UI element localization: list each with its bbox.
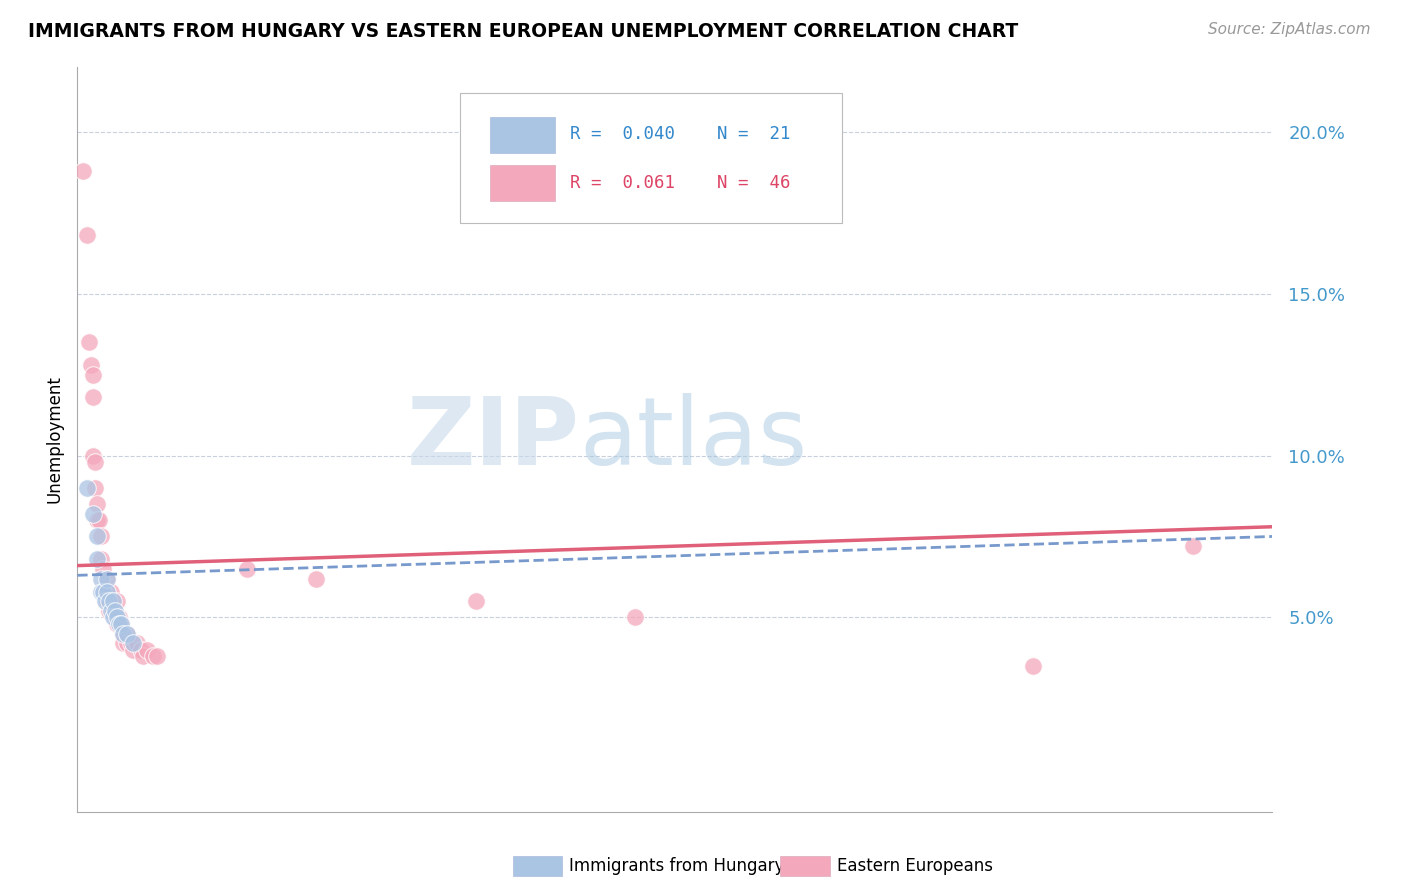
Point (103, 594, 124, 608)
Point (82, 449, 104, 463)
Point (98, 594, 121, 608)
Y-axis label: Unemployment: Unemployment (45, 376, 63, 503)
Point (76, 228, 98, 243)
Point (86, 552, 108, 566)
Point (94, 594, 117, 608)
Point (96, 572, 118, 586)
Point (96, 572, 118, 586)
Point (129, 642, 152, 657)
Point (90, 552, 112, 566)
Point (86, 529, 108, 543)
Point (110, 616, 132, 631)
Point (146, 649, 169, 664)
Point (112, 626, 135, 640)
FancyBboxPatch shape (489, 165, 555, 201)
Point (94, 584, 117, 599)
Point (89, 513, 111, 527)
Point (127, 636, 149, 650)
Point (136, 642, 159, 657)
Point (132, 649, 155, 664)
Point (1022, 659, 1045, 673)
Point (82, 368, 104, 382)
Point (104, 604, 127, 618)
Point (91, 584, 114, 599)
Point (122, 642, 145, 657)
Point (96, 594, 118, 608)
Point (122, 636, 145, 650)
Point (305, 572, 328, 586)
Point (120, 636, 142, 650)
Point (112, 626, 135, 640)
Point (103, 604, 124, 618)
Text: R =  0.061    N =  46: R = 0.061 N = 46 (569, 174, 790, 192)
Point (82, 390, 104, 404)
Point (464, 594, 486, 608)
Point (105, 594, 128, 608)
Point (108, 610, 131, 624)
Point (104, 610, 127, 624)
Point (110, 616, 132, 631)
Point (624, 610, 647, 624)
Text: Source: ZipAtlas.com: Source: ZipAtlas.com (1208, 22, 1371, 37)
Point (79, 335, 101, 350)
Point (1181, 539, 1204, 553)
Point (98, 604, 121, 618)
Point (72, 163, 94, 178)
Point (142, 649, 165, 664)
Text: ZIP: ZIP (406, 393, 579, 485)
Point (115, 626, 138, 640)
Point (103, 594, 124, 608)
Point (84, 455, 107, 469)
Point (86, 513, 108, 527)
Point (103, 610, 124, 624)
Text: Eastern Europeans: Eastern Europeans (837, 857, 993, 875)
Point (105, 610, 128, 624)
Text: R =  0.040    N =  21: R = 0.040 N = 21 (569, 125, 790, 143)
FancyBboxPatch shape (489, 117, 555, 153)
Point (82, 507, 104, 521)
Point (80, 358, 103, 372)
Point (100, 604, 122, 618)
Point (108, 616, 131, 631)
FancyBboxPatch shape (460, 93, 842, 223)
Point (105, 616, 128, 631)
Point (90, 572, 112, 586)
Text: atlas: atlas (579, 393, 807, 485)
Point (96, 584, 118, 599)
Point (84, 481, 107, 495)
Point (91, 562, 114, 576)
Point (100, 584, 122, 599)
Text: Immigrants from Hungary: Immigrants from Hungary (569, 857, 785, 875)
Point (76, 481, 98, 495)
Point (115, 626, 138, 640)
Point (115, 636, 138, 650)
Point (112, 636, 135, 650)
Point (90, 584, 112, 599)
Point (91, 584, 114, 599)
Point (86, 497, 108, 511)
Point (90, 529, 112, 543)
Text: IMMIGRANTS FROM HUNGARY VS EASTERN EUROPEAN UNEMPLOYMENT CORRELATION CHART: IMMIGRANTS FROM HUNGARY VS EASTERN EUROP… (28, 22, 1018, 41)
Point (235, 562, 257, 576)
